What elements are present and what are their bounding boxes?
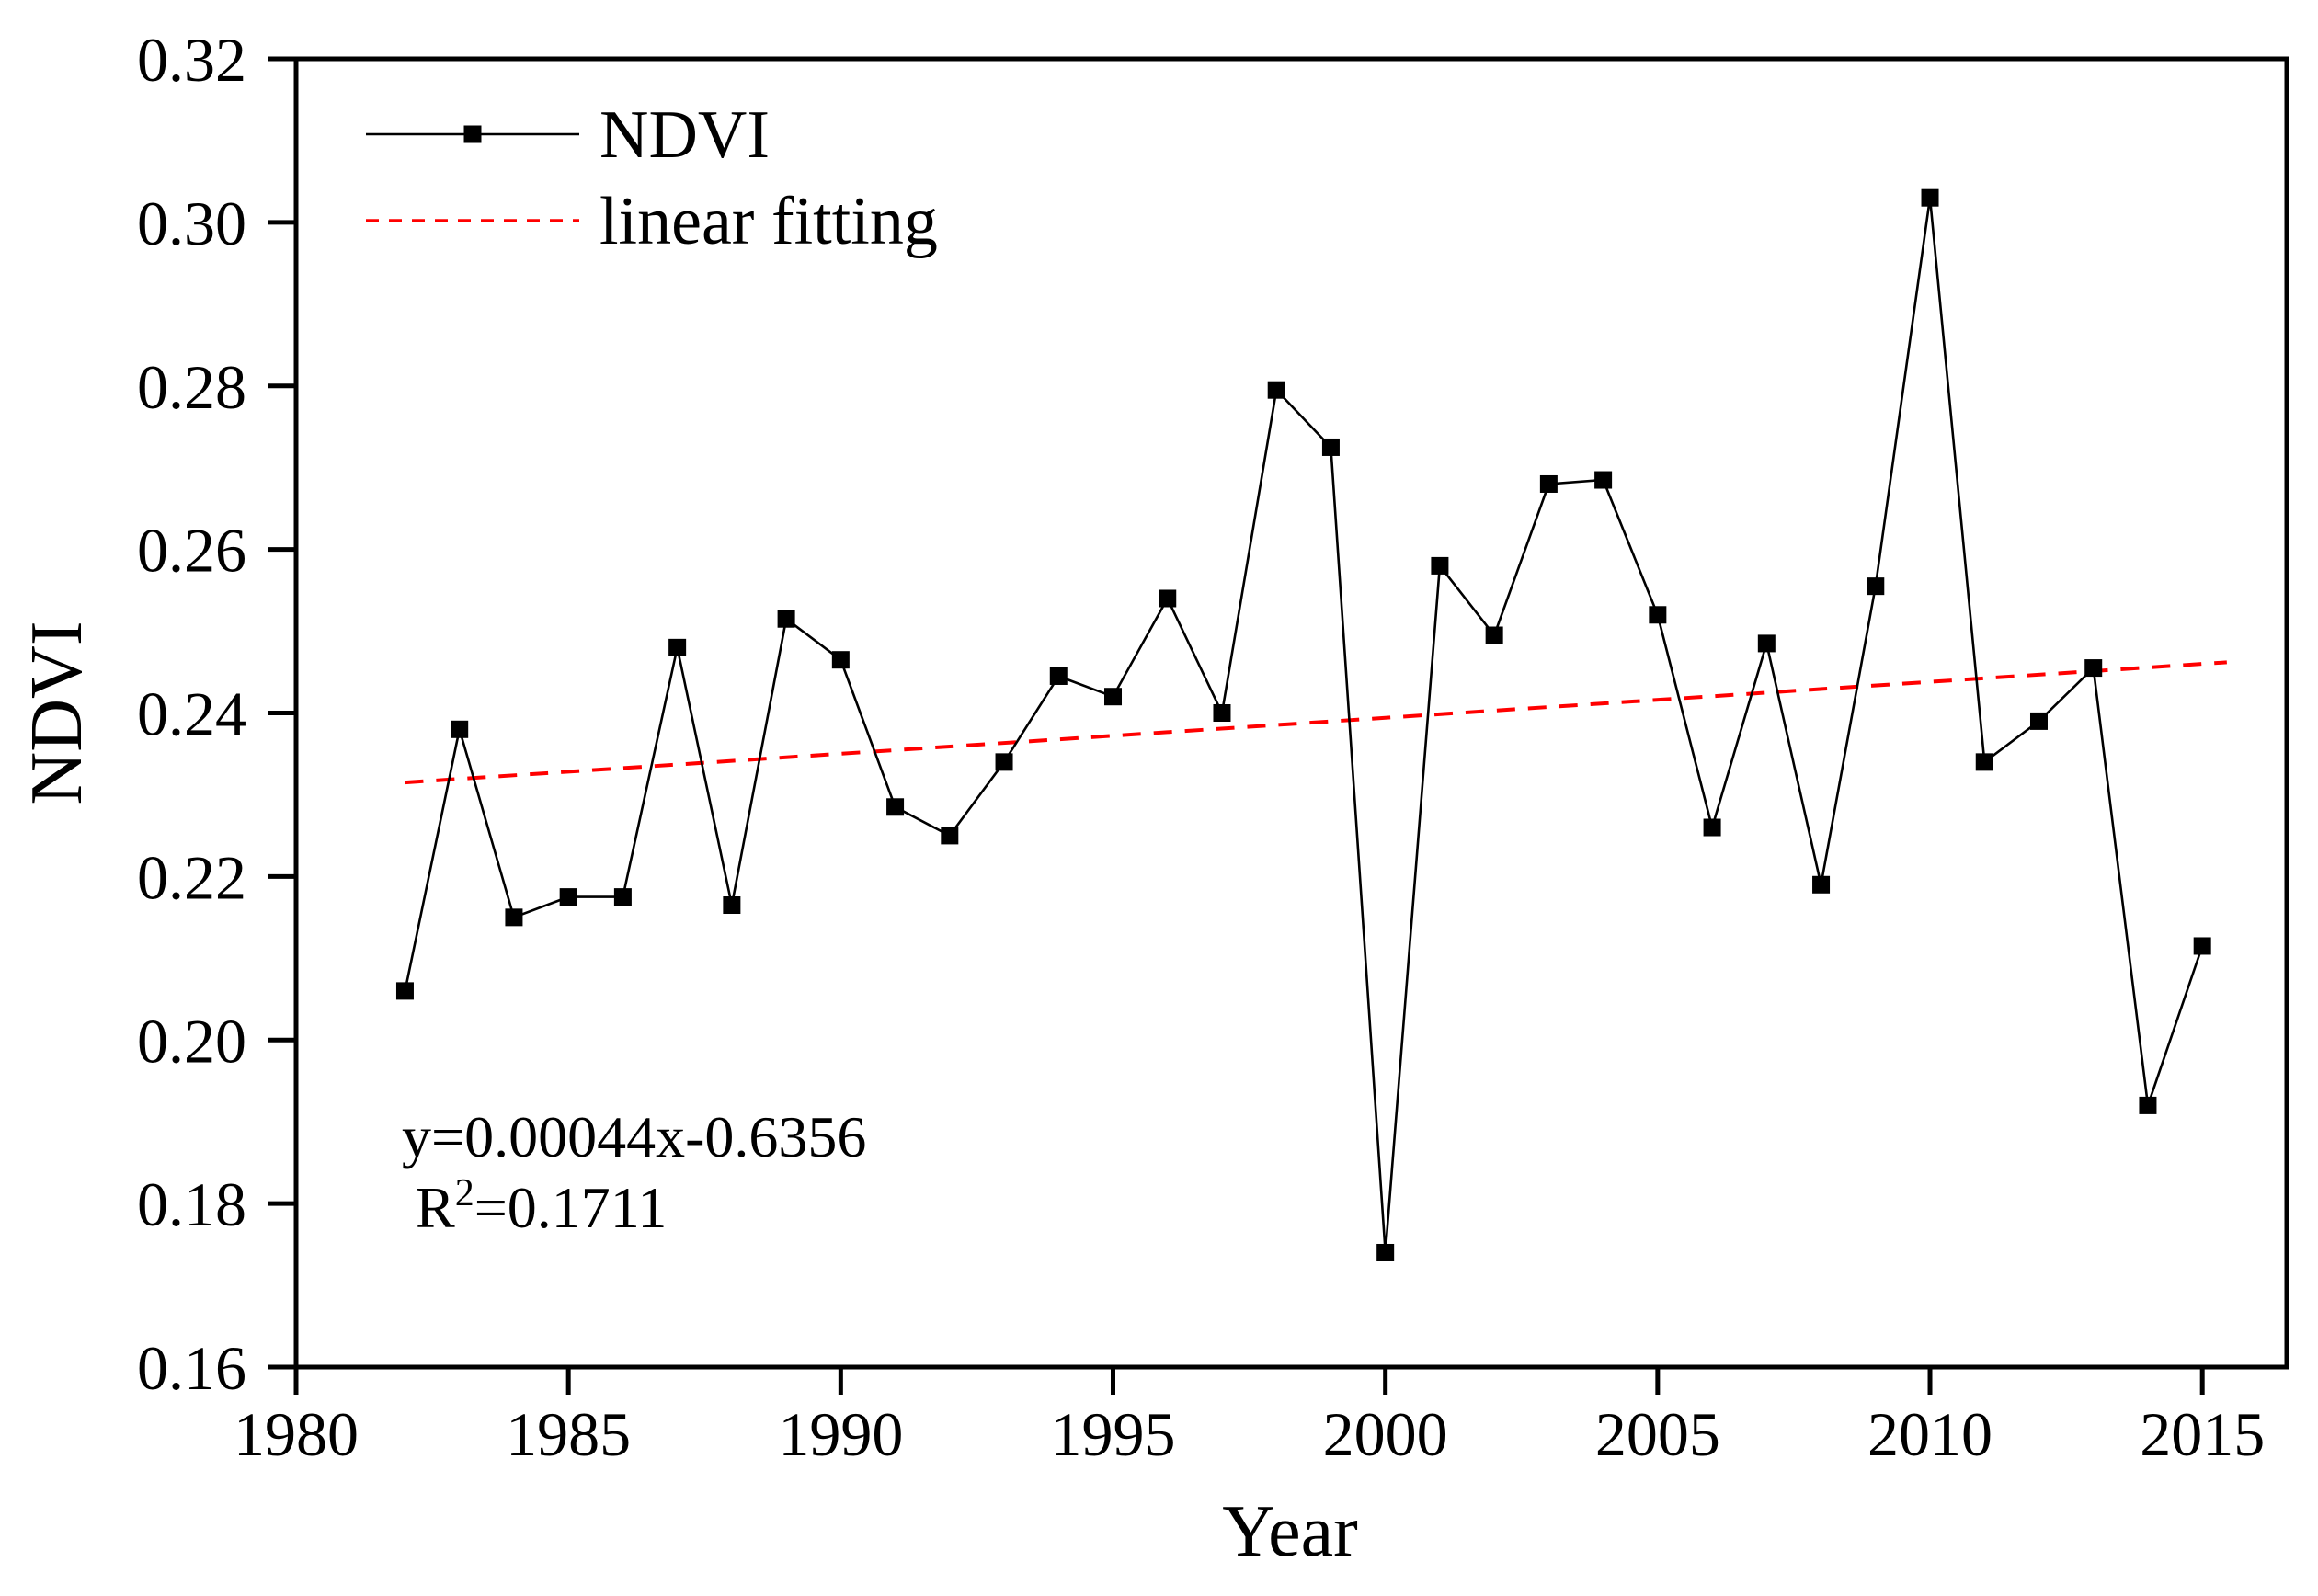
x-tick-label: 2000 — [1323, 1399, 1448, 1469]
linear-fitting-trend-line — [405, 660, 2227, 785]
data-point-1998 — [1267, 381, 1285, 399]
data-point-1994 — [1049, 667, 1068, 685]
legend-linear-fitting-label: linear fitting — [599, 184, 938, 259]
x-tick-label: 1985 — [506, 1399, 631, 1469]
data-point-1997 — [1213, 704, 1231, 722]
data-point-1985 — [559, 888, 577, 906]
data-point-2008 — [1812, 875, 1831, 894]
data-point-1991 — [886, 798, 905, 816]
data-point-2004 — [1594, 471, 1613, 489]
y-tick-label: 0.16 — [137, 1333, 246, 1403]
ndvi-series-line — [404, 198, 2204, 1253]
data-point-2014 — [2139, 1096, 2157, 1114]
x-tick-label: 1990 — [778, 1399, 903, 1469]
data-point-2002 — [1485, 626, 1503, 644]
data-point-1984 — [505, 908, 523, 927]
data-point-2012 — [2029, 712, 2048, 730]
data-point-1993 — [995, 753, 1013, 771]
y-axis-title: NDVI — [17, 621, 97, 805]
x-tick-label: 1995 — [1051, 1399, 1176, 1469]
data-point-1989 — [777, 610, 795, 628]
data-point-2005 — [1649, 606, 1667, 624]
r-squared-text: R2=0.1711 — [416, 1172, 667, 1240]
y-tick-label: 0.22 — [137, 842, 246, 912]
y-tick-label: 0.32 — [137, 25, 246, 95]
x-tick-label: 2010 — [1867, 1399, 1993, 1469]
y-tick-label: 0.30 — [137, 188, 246, 258]
legend-ndvi-label: NDVI — [599, 97, 770, 173]
y-tick-label: 0.20 — [137, 1006, 246, 1076]
y-tick-label: 0.28 — [137, 352, 246, 422]
data-point-2009 — [1867, 577, 1885, 596]
y-tick-label: 0.26 — [137, 516, 246, 586]
data-point-1995 — [1104, 688, 1123, 706]
x-tick-label: 1980 — [234, 1399, 359, 1469]
data-point-2003 — [1539, 474, 1558, 493]
data-point-1983 — [451, 720, 469, 738]
legend-ndvi-marker-sample — [463, 125, 482, 143]
data-point-2011 — [1975, 753, 1993, 771]
x-axis-title: Year — [1222, 1491, 1357, 1572]
data-point-2015 — [2193, 937, 2211, 955]
data-point-2000 — [1376, 1243, 1395, 1261]
data-point-1987 — [668, 638, 687, 656]
data-point-2006 — [1703, 818, 1721, 837]
regression-equation-text: y=0.00044x-0.6356 — [402, 1104, 866, 1169]
data-point-1990 — [831, 651, 850, 669]
data-point-1988 — [723, 896, 741, 915]
data-point-1999 — [1321, 438, 1340, 456]
data-point-1996 — [1159, 589, 1177, 608]
data-point-2010 — [1921, 188, 1939, 207]
data-point-1992 — [941, 826, 959, 845]
x-tick-label: 2015 — [2140, 1399, 2265, 1469]
data-point-2001 — [1431, 556, 1449, 575]
data-point-2013 — [2084, 659, 2103, 678]
data-point-1982 — [395, 982, 414, 1000]
data-point-2007 — [1757, 634, 1776, 653]
x-tick-label: 2005 — [1595, 1399, 1720, 1469]
y-tick-label: 0.18 — [137, 1169, 246, 1239]
y-tick-label: 0.24 — [137, 679, 246, 749]
data-point-1986 — [613, 888, 632, 906]
